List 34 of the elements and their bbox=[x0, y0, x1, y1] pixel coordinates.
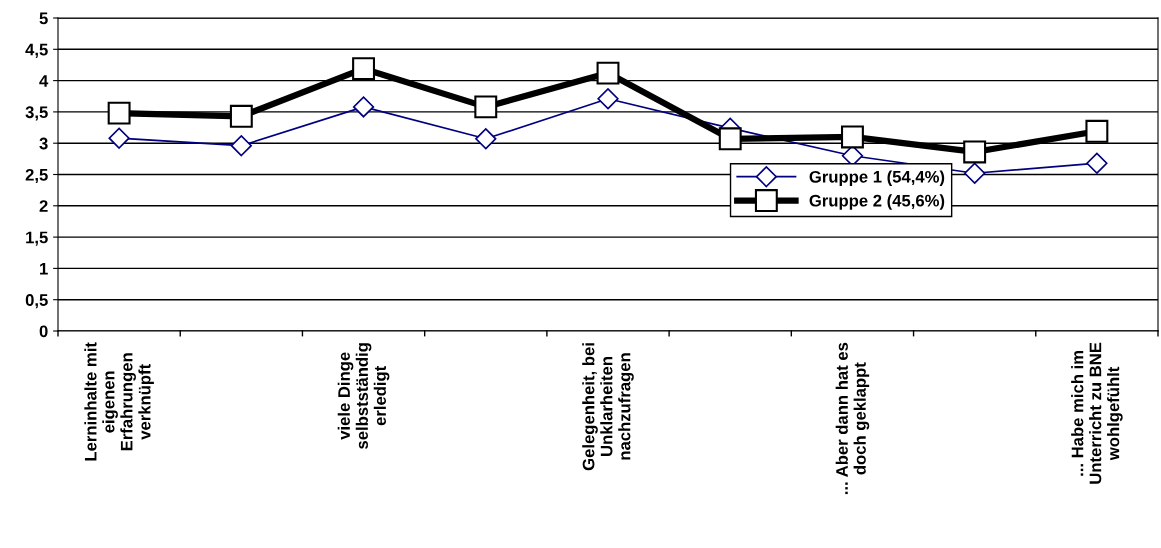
x-tick-label: ... Habe mich im Unterricht zu BNE wohlgefühlt bbox=[1071, 342, 1123, 484]
y-tick-label: 2 bbox=[39, 200, 48, 212]
y-tick-label: 3 bbox=[39, 137, 48, 150]
y-tick-label: 5 bbox=[39, 12, 48, 25]
y-tick-label: 0,5 bbox=[25, 294, 48, 309]
legend-label: Gruppe 2 (45,6%) bbox=[809, 194, 945, 210]
legend-label: Gruppe 1 (54,4%) bbox=[809, 170, 945, 186]
point bbox=[1085, 119, 1109, 143]
y-tick-label: 1,5 bbox=[26, 231, 48, 246]
point bbox=[474, 95, 498, 119]
point bbox=[718, 127, 742, 151]
y-tick-label: 1 bbox=[40, 262, 48, 275]
y-tick-label: 4,5 bbox=[25, 43, 48, 58]
y-tick-label: 3,5 bbox=[25, 106, 48, 121]
point bbox=[352, 96, 375, 118]
point bbox=[596, 61, 620, 85]
point bbox=[963, 140, 987, 164]
y-tick-label: 0 bbox=[39, 325, 48, 338]
point bbox=[108, 127, 130, 149]
point bbox=[352, 57, 376, 81]
point bbox=[964, 162, 986, 184]
x-tick-label: viele Dinge selbstständig erledigt bbox=[337, 343, 390, 449]
x-tick-label: Lerninhalte mit eigenen Erfahrungen verknüpft bbox=[84, 342, 154, 461]
y-tick-label: 4 bbox=[39, 75, 49, 87]
point bbox=[1086, 152, 1108, 174]
point bbox=[475, 128, 497, 150]
y-tick-label: 2,5 bbox=[25, 168, 48, 184]
point bbox=[229, 104, 253, 128]
point bbox=[230, 135, 252, 157]
x-tick-label: ... Aber dann hat es doch geklappt bbox=[835, 342, 870, 495]
point bbox=[107, 101, 131, 125]
x-tick-label: Gelegenheit, bei Unklarheiten nachzufragen bbox=[582, 343, 634, 471]
point bbox=[840, 125, 864, 149]
point bbox=[597, 88, 619, 110]
